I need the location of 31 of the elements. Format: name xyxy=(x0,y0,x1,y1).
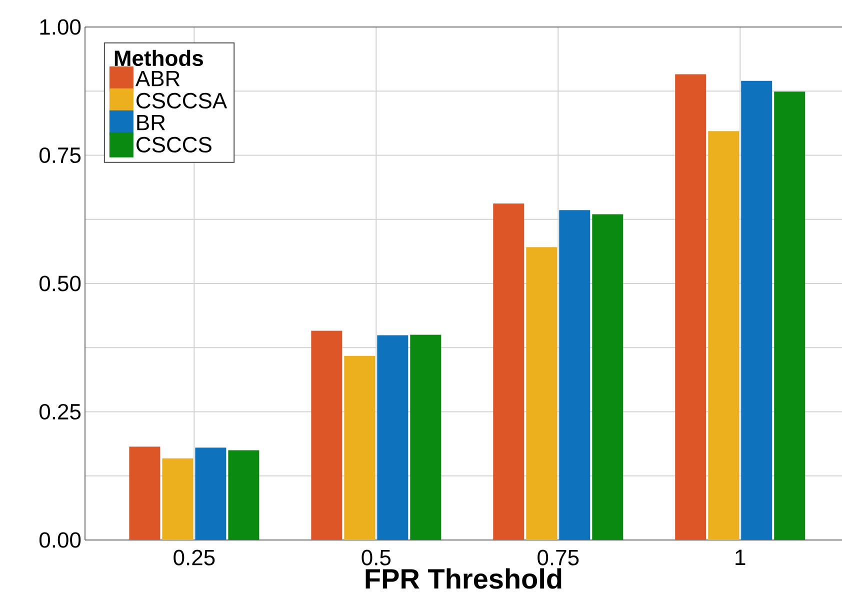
bar xyxy=(559,210,590,540)
x-axis-title: FPR Threshold xyxy=(366,568,562,589)
bar xyxy=(228,450,260,540)
y-tick-label: 0.00 xyxy=(40,532,81,548)
y-tick-label: 0.25 xyxy=(40,404,81,420)
bar xyxy=(162,458,194,540)
bar xyxy=(675,74,706,540)
bar xyxy=(493,203,524,540)
bar xyxy=(344,356,376,540)
y-tick-label: 0.50 xyxy=(40,276,81,292)
bar xyxy=(311,330,342,540)
y-tick-label: 0.75 xyxy=(40,147,81,164)
bar xyxy=(774,92,806,540)
legend-label: CSCCS xyxy=(136,136,212,152)
legend-label: BR xyxy=(137,115,165,130)
x-tick-label: 1 xyxy=(736,550,746,565)
x-tick-label: 0.75 xyxy=(538,550,579,566)
legend-label: ABR xyxy=(135,71,180,86)
bar xyxy=(410,334,442,540)
legend-title: Methods xyxy=(114,50,203,66)
y-tick-label: 1.00 xyxy=(40,19,81,35)
legend-label: CSCCSA xyxy=(136,92,228,108)
bar xyxy=(377,335,408,540)
x-tick-label: 0.25 xyxy=(174,550,215,566)
x-tick-label: 0.5 xyxy=(362,550,391,566)
bar xyxy=(129,446,160,540)
bar xyxy=(526,247,558,540)
bar xyxy=(195,448,226,540)
bar xyxy=(708,131,740,540)
bar xyxy=(592,214,624,540)
bar xyxy=(741,80,772,540)
